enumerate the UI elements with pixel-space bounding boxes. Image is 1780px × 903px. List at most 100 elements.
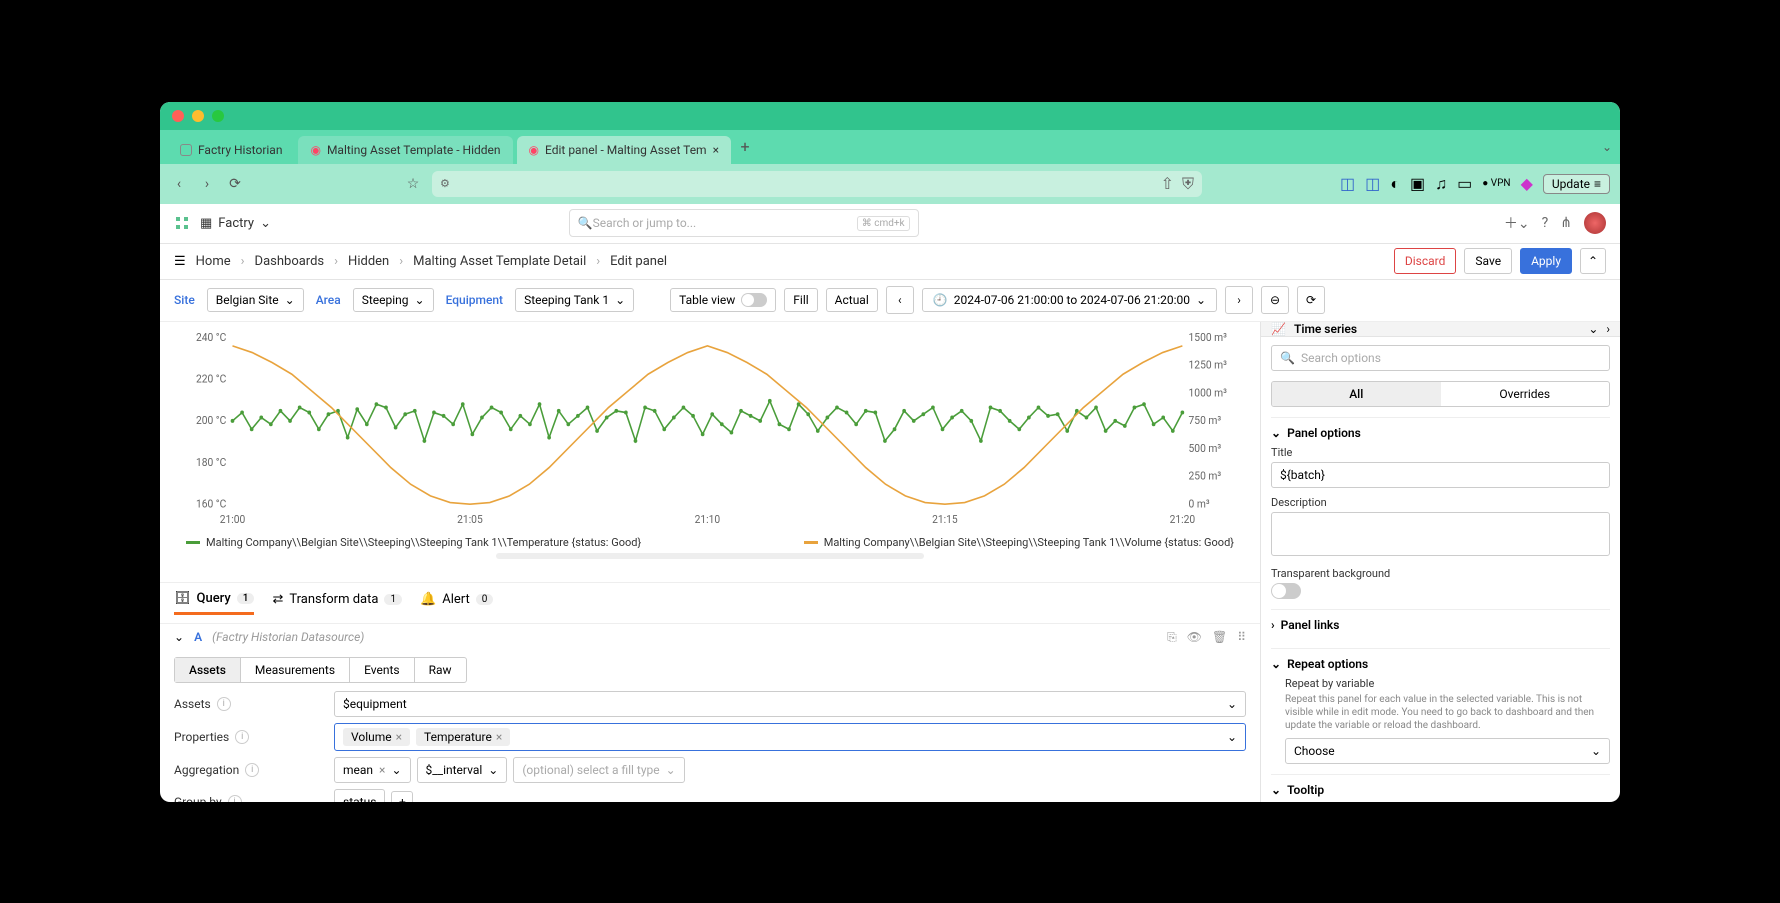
info-icon[interactable]: i (245, 763, 259, 777)
drag-icon[interactable]: ⠿ (1237, 630, 1246, 645)
tabs-overflow-icon[interactable]: ⌄ (1602, 140, 1612, 154)
clear-icon[interactable]: × (379, 763, 385, 777)
refresh-icon[interactable]: ⟳ (1297, 286, 1325, 314)
browser-extensions: ◫ ◫ ◐ ▣ ♫ ▭ ● VPN ◆ Update≡ (1340, 174, 1610, 194)
ext-icon[interactable]: ♫ (1435, 174, 1447, 194)
grafana-logo-icon[interactable] (174, 215, 190, 231)
chevron-right-icon[interactable]: › (1606, 322, 1610, 336)
forward-icon[interactable]: › (198, 175, 216, 193)
time-range-picker[interactable]: 🕘 2024-07-06 21:00:00 to 2024-07-06 21:2… (922, 288, 1217, 312)
info-icon[interactable]: i (217, 697, 231, 711)
repeat-select[interactable]: Choose⌄ (1285, 738, 1610, 764)
apply-button[interactable]: Apply (1520, 248, 1572, 274)
discard-button[interactable]: Discard (1394, 248, 1457, 274)
share-icon[interactable]: ⇧ (1161, 174, 1174, 193)
ext-icon[interactable]: ◫ (1340, 174, 1355, 193)
property-chip[interactable]: Volume× (343, 728, 410, 746)
global-search[interactable]: 🔍 Search or jump to... ⌘ cmd+k (569, 209, 919, 237)
section-tooltip[interactable]: ⌄Tooltip (1271, 783, 1610, 797)
tab-alert[interactable]: 🔔 Alert 0 (420, 592, 493, 613)
time-back-button[interactable]: ‹ (886, 286, 914, 314)
close-tab-icon[interactable]: × (713, 143, 719, 157)
seg-all[interactable]: All (1272, 382, 1441, 406)
section-panel-links[interactable]: ›Panel links (1271, 618, 1610, 632)
browser-tab[interactable]: ◉ Malting Asset Template - Hidden (298, 136, 512, 164)
url-input[interactable]: ⚙ ⇧ ⛨ (432, 171, 1202, 197)
var-select-equipment[interactable]: Steeping Tank 1 (515, 288, 634, 312)
chart-area: 240 °C220 °C200 °C180 °C160 °C1500 m³125… (160, 322, 1260, 582)
breadcrumb[interactable]: Dashboards (255, 254, 325, 269)
ext-icon[interactable]: ◐ (1390, 174, 1400, 194)
ext-icon[interactable]: ▭ (1457, 174, 1472, 193)
site-settings-icon[interactable]: ⚙ (440, 177, 450, 190)
table-view-toggle[interactable]: Table view (670, 288, 776, 312)
remove-chip-icon[interactable]: × (496, 730, 502, 744)
ext-icon[interactable]: ▣ (1410, 174, 1425, 193)
subtab-events[interactable]: Events (350, 658, 415, 682)
subtab-raw[interactable]: Raw (415, 658, 466, 682)
subtab-measurements[interactable]: Measurements (241, 658, 350, 682)
org-selector[interactable]: ▦ Factry ⌄ (200, 216, 271, 231)
close-window-icon[interactable] (172, 110, 184, 122)
legend-item[interactable]: Malting Company\\Belgian Site\\Steeping\… (804, 536, 1234, 549)
chart-scrollbar[interactable] (496, 553, 924, 559)
maximize-window-icon[interactable] (212, 110, 224, 122)
description-input[interactable] (1271, 512, 1610, 556)
section-panel-options[interactable]: ⌄Panel options (1271, 426, 1610, 440)
fill-select[interactable]: Fill (784, 288, 817, 312)
minimize-window-icon[interactable] (192, 110, 204, 122)
back-icon[interactable]: ‹ (170, 175, 188, 193)
save-button[interactable]: Save (1464, 248, 1512, 274)
property-chip[interactable]: Temperature× (416, 728, 510, 746)
breadcrumb[interactable]: Hidden (348, 254, 389, 269)
subtab-assets[interactable]: Assets (175, 658, 241, 682)
time-forward-button[interactable]: › (1225, 286, 1253, 314)
help-icon[interactable]: ? (1542, 215, 1549, 231)
ext-icon[interactable]: ◆ (1521, 174, 1533, 193)
title-input[interactable] (1271, 462, 1610, 488)
eye-icon[interactable]: 👁 (1187, 630, 1202, 645)
seg-overrides[interactable]: Overrides (1441, 382, 1610, 406)
breadcrumb[interactable]: Malting Asset Template Detail (413, 254, 586, 269)
chevron-down-icon[interactable]: ⌄ (174, 630, 184, 644)
new-tab-button[interactable]: + (735, 137, 755, 156)
timeseries-chart[interactable]: 240 °C220 °C200 °C180 °C160 °C1500 m³125… (176, 332, 1244, 532)
agg-interval-select[interactable]: $__interval⌄ (417, 757, 508, 783)
plus-icon[interactable]: ＋⌄ (1504, 213, 1530, 233)
chevron-up-icon[interactable]: ⌃ (1580, 248, 1606, 274)
zoom-out-icon[interactable]: ⊖ (1261, 286, 1289, 314)
tab-query[interactable]: 🗄 Query 1 (174, 591, 254, 615)
var-select-site[interactable]: Belgian Site (207, 288, 304, 312)
section-repeat[interactable]: ⌄Repeat options (1271, 657, 1610, 671)
tab-transform[interactable]: ⇄ Transform data 1 (272, 592, 402, 613)
var-select-area[interactable]: Steeping (353, 288, 434, 312)
shield-icon[interactable]: ⛨ (1182, 174, 1194, 194)
info-icon[interactable]: i (228, 795, 242, 802)
add-groupby-button[interactable]: + (391, 791, 413, 802)
options-search[interactable]: 🔍 Search options (1271, 345, 1610, 371)
legend-item[interactable]: Malting Company\\Belgian Site\\Steeping\… (186, 536, 641, 549)
remove-chip-icon[interactable]: × (396, 730, 402, 744)
ext-icon[interactable]: ◫ (1365, 174, 1380, 193)
browser-tab-active[interactable]: ◉ Edit panel - Malting Asset Tem × (517, 136, 731, 164)
properties-input[interactable]: Volume× Temperature× ⌄ (334, 723, 1246, 751)
reload-icon[interactable]: ⟳ (226, 175, 244, 193)
agg-func-select[interactable]: mean×⌄ (334, 757, 411, 783)
user-avatar[interactable] (1584, 212, 1606, 234)
trash-icon[interactable]: 🗑 (1212, 630, 1227, 645)
browser-tab[interactable]: Factry Historian (168, 136, 294, 164)
copy-icon[interactable]: ⎘ (1167, 630, 1177, 645)
vpn-badge[interactable]: ● VPN (1482, 178, 1510, 189)
groupby-tag[interactable]: status (334, 789, 385, 802)
bookmark-icon[interactable]: ☆ (404, 175, 422, 193)
menu-icon[interactable]: ☰ (174, 254, 186, 269)
actual-select[interactable]: Actual (826, 288, 878, 312)
rss-icon[interactable]: ⋔ (1560, 215, 1572, 231)
breadcrumb[interactable]: Home (196, 254, 231, 269)
viz-picker[interactable]: 📈 Time series ⌄ › (1261, 322, 1620, 337)
agg-fill-select[interactable]: (optional) select a fill type⌄ (513, 757, 684, 783)
transparent-toggle[interactable] (1271, 583, 1301, 599)
assets-input[interactable]: $equipment⌄ (334, 691, 1246, 717)
browser-update-button[interactable]: Update≡ (1543, 174, 1610, 194)
info-icon[interactable]: i (235, 730, 249, 744)
